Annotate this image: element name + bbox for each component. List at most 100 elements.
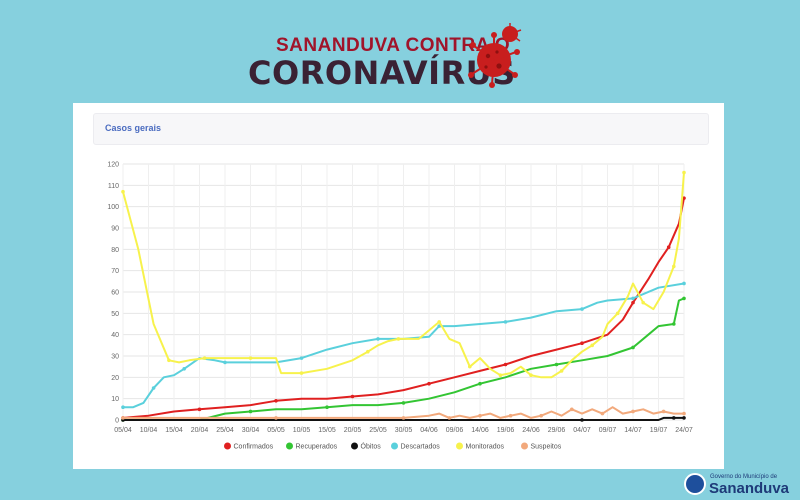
y-tick-label: 30 [111,354,119,361]
card-title: Casos gerais [105,123,162,133]
y-tick-label: 90 [111,226,119,233]
y-tick-label: 80 [111,247,119,254]
data-point [182,367,186,371]
y-tick-label: 10 [111,396,119,403]
data-point [672,264,676,269]
data-point [590,343,594,348]
x-tick-label: 04/06 [420,427,438,434]
data-point [401,401,406,405]
data-point [167,358,171,363]
legend-label: Descartados [401,444,441,451]
data-point [151,386,156,390]
y-tick-label: 70 [111,268,119,275]
x-tick-label: 05/04 [114,427,132,434]
data-point [197,407,202,412]
data-point [529,373,533,378]
header-title-top: SANANDUVA CONTRA O [276,35,511,56]
chart-panel: Casos gerais 0 10 20 30 40 50 60 70 80 90 100 110 12… [73,103,724,469]
x-tick-label: 04/07 [573,427,591,434]
x-tick-label: 25/05 [369,427,387,434]
data-point [682,296,686,301]
data-point [682,416,686,420]
data-point [121,405,125,410]
data-point [666,245,671,249]
y-tick-label: 40 [111,332,119,339]
x-tick-label: 14/07 [624,427,642,434]
data-point [631,345,635,350]
data-point [580,307,584,311]
data-point [478,413,482,418]
data-point [580,418,584,422]
y-tick-label: 110 [108,183,119,190]
data-point [299,371,304,375]
legend-marker [351,442,358,450]
x-tick-label: 09/06 [446,427,464,434]
data-point [615,311,620,316]
legend-label: Confirmados [234,444,274,451]
data-point [498,373,503,378]
x-tick-label: 19/06 [497,427,515,434]
data-point [631,300,635,305]
data-point [682,196,686,200]
y-tick-label: 50 [111,311,119,318]
series-line-5 [122,406,685,419]
data-point [427,381,431,386]
data-point [682,281,686,286]
data-point [121,416,125,420]
data-point [559,369,564,373]
data-point [554,362,559,367]
data-point [274,399,278,403]
data-point [248,356,253,360]
data-point [570,407,574,412]
x-tick-label: 10/04 [140,427,158,434]
x-tick-label: 29/06 [548,427,566,434]
x-tick-label: 20/05 [344,427,362,434]
data-point [539,413,543,418]
data-point [478,381,482,386]
data-point [325,405,329,410]
data-point [350,394,355,399]
data-point [121,189,125,194]
x-tick-label: 25/04 [216,427,234,434]
x-tick-label: 15/05 [318,427,336,434]
legend-marker [391,442,398,450]
data-point [366,349,370,354]
x-tick-label: 14/06 [471,427,489,434]
x-tick-label: 30/04 [242,427,260,434]
data-point [503,320,508,324]
logo-subtitle: Governo do Município de [710,474,778,480]
data-point [600,411,605,416]
data-point [274,416,278,420]
series-line-3 [122,282,685,409]
x-tick-label: 20/04 [191,427,209,434]
series-line-1 [122,297,685,421]
data-point [437,320,442,324]
data-point [682,411,686,416]
data-point [631,409,635,414]
legend-marker [521,442,528,450]
data-point [631,296,635,301]
logo-title: Sananduva [709,480,790,497]
y-tick-label: 120 [107,162,119,169]
coronavirus-icon [468,23,522,88]
legend-label: Óbitos [361,442,382,451]
data-point [202,356,207,360]
x-tick-label: 15/04 [165,427,183,434]
data-point [299,356,304,360]
data-point [468,364,472,369]
y-tick-label: 0 [115,418,119,425]
legend-marker [224,442,231,450]
x-tick-label: 24/06 [522,427,540,434]
legend-label: Monitorados [466,444,505,451]
x-tick-label: 24/07 [675,427,693,434]
data-point [503,362,508,367]
data-point [508,413,513,418]
data-point [672,322,676,326]
x-tick-label: 10/05 [293,427,311,434]
legend-label: Recuperados [296,444,338,451]
data-point [641,300,645,305]
x-tick-label: 09/07 [599,427,617,434]
legend-label: Suspeitos [531,444,562,451]
page-header: SANANDUVA CONTRA O CORONAVÍRUS [0,0,800,100]
data-point [447,416,452,420]
